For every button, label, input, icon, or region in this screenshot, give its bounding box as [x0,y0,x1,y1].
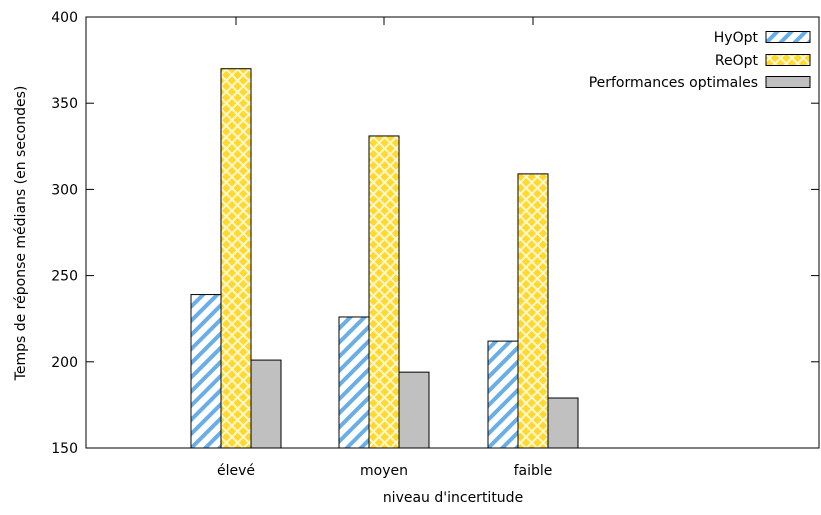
legend-swatch-hyopt [765,31,811,43]
x-tick-label: faible [514,463,553,479]
y-tick-label: 200 [51,355,78,371]
bar-optimal [398,371,430,449]
bar-hyopt [487,340,519,449]
bar-reopt [368,135,400,449]
y-axis-label: Temps de réponse médians (en secondes) [13,86,29,382]
bar-hyopt [190,294,222,449]
x-tick-label: élevé [217,463,255,479]
y-tick-label: 300 [51,182,78,198]
plot-frame [85,16,820,449]
bar-reopt [220,68,252,449]
bar-optimal [547,397,579,449]
y-tick-label: 150 [51,441,78,457]
x-tick-label: moyen [360,463,408,479]
y-tick-label: 250 [51,269,78,285]
x-axis-label: niveau d'incertitude [383,490,523,506]
legend-swatch-reopt [765,54,811,66]
legend-swatch-optimal [765,76,811,88]
legend-label-hyopt: HyOpt [714,30,759,46]
bar-hyopt [338,316,370,449]
y-tick-label: 350 [51,96,78,112]
bar-optimal [250,359,282,449]
legend-label-reopt: ReOpt [715,53,759,69]
legend-label-optimal: Performances optimales [589,75,758,91]
bar-reopt [517,173,549,449]
y-tick-label: 400 [51,10,78,26]
